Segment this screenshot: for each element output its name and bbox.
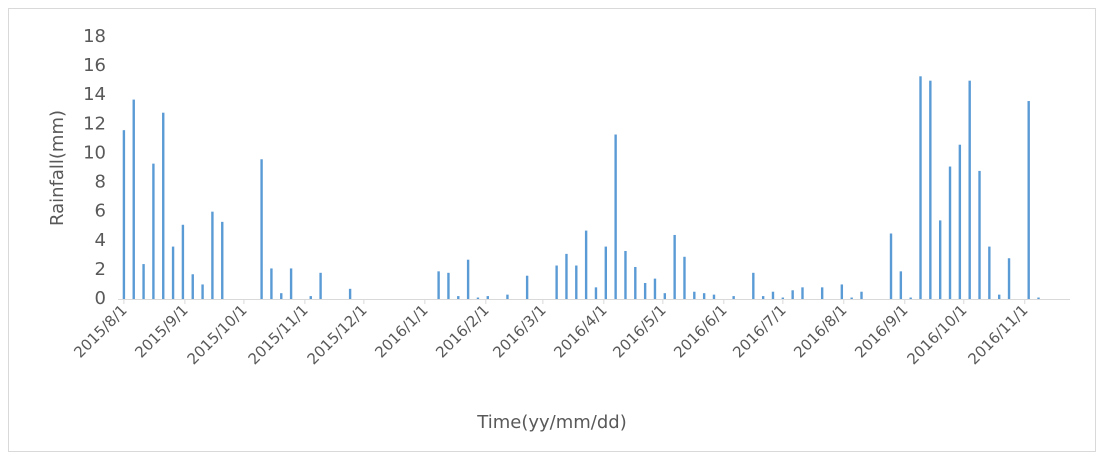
- bar: [447, 272, 450, 299]
- bar: [594, 287, 598, 299]
- bar: [614, 134, 617, 299]
- bar: [683, 256, 686, 299]
- y-tick-label: 6: [95, 201, 106, 222]
- bar: [171, 246, 175, 299]
- bar: [152, 163, 155, 299]
- bar: [211, 211, 214, 299]
- bar: [978, 170, 981, 299]
- bar: [820, 287, 824, 299]
- y-tick-label: 8: [95, 172, 106, 193]
- bar: [958, 144, 962, 299]
- bar: [348, 288, 352, 299]
- bar: [909, 297, 912, 299]
- bar: [693, 291, 696, 299]
- bar: [555, 265, 558, 299]
- bar: [919, 76, 922, 299]
- bar: [201, 284, 204, 299]
- bar: [181, 224, 185, 299]
- bar: [938, 220, 942, 299]
- chart-frame: [8, 8, 1096, 452]
- bar: [860, 291, 863, 299]
- bar: [702, 293, 706, 299]
- bar: [486, 296, 489, 299]
- bar: [840, 284, 844, 299]
- bar: [997, 294, 1001, 299]
- y-tick-label: 18: [83, 26, 106, 47]
- bar: [1027, 101, 1030, 300]
- bar: [122, 130, 126, 299]
- bar: [142, 264, 145, 299]
- bar: [260, 159, 263, 299]
- bar: [319, 272, 322, 299]
- y-tick-label: 10: [83, 142, 106, 163]
- bar: [309, 296, 312, 299]
- y-tick-label: 16: [83, 55, 106, 76]
- bar: [604, 246, 608, 299]
- bar: [663, 293, 667, 299]
- bar: [781, 297, 785, 299]
- bar: [525, 275, 529, 299]
- bar: [132, 99, 135, 299]
- x-axis-label: Time(yy/mm/dd): [476, 412, 626, 433]
- bar: [506, 294, 509, 299]
- bar: [624, 250, 627, 299]
- bar: [801, 287, 804, 299]
- bar: [270, 268, 273, 299]
- bar: [948, 166, 952, 299]
- y-tick-label: 14: [83, 84, 106, 105]
- bar: [466, 259, 470, 299]
- bar: [476, 297, 480, 299]
- bar: [437, 271, 440, 299]
- bar: [289, 268, 293, 299]
- bar: [673, 234, 676, 299]
- y-tick-label: 2: [95, 259, 106, 280]
- bar: [575, 265, 578, 299]
- bar: [771, 291, 775, 299]
- bar: [634, 266, 637, 299]
- bar: [457, 296, 460, 299]
- bar: [889, 233, 893, 299]
- bar: [791, 290, 794, 299]
- bar: [565, 253, 568, 299]
- bar: [968, 80, 971, 300]
- y-tick-label: 0: [95, 288, 106, 309]
- bar: [732, 296, 735, 299]
- bar: [712, 294, 716, 299]
- bar: [643, 282, 647, 299]
- bar: [1037, 297, 1040, 299]
- bar: [653, 278, 657, 299]
- bar: [191, 274, 194, 299]
- bar: [752, 272, 755, 299]
- bar: [761, 296, 765, 299]
- bar: [1007, 258, 1011, 299]
- bar: [221, 221, 224, 299]
- y-axis-label: Rainfall(mm): [47, 110, 68, 226]
- bar: [929, 80, 932, 300]
- bar: [584, 230, 588, 299]
- bar: [850, 297, 853, 299]
- bar: [280, 293, 283, 299]
- bar: [988, 246, 991, 299]
- y-tick-label: 12: [83, 113, 106, 134]
- bar: [162, 112, 165, 299]
- y-tick-label: 4: [95, 230, 106, 251]
- bar: [899, 271, 903, 299]
